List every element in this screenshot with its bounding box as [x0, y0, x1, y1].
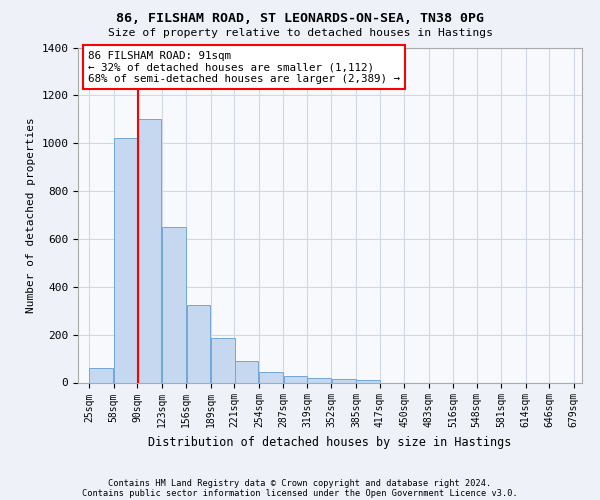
Bar: [332, 379, 356, 382]
Bar: [307, 378, 331, 382]
Bar: [162, 227, 186, 382]
Bar: [235, 361, 259, 382]
Bar: [137, 120, 161, 382]
Y-axis label: Number of detached properties: Number of detached properties: [26, 117, 36, 313]
Bar: [114, 138, 137, 382]
Text: 86, FILSHAM ROAD, ST LEONARDS-ON-SEA, TN38 0PG: 86, FILSHAM ROAD, ST LEONARDS-ON-SEA, TN…: [116, 12, 484, 26]
Text: Contains HM Land Registry data © Crown copyright and database right 2024.: Contains HM Land Registry data © Crown c…: [109, 478, 491, 488]
Bar: [284, 376, 307, 382]
Bar: [259, 372, 283, 382]
X-axis label: Distribution of detached houses by size in Hastings: Distribution of detached houses by size …: [148, 436, 512, 449]
Bar: [211, 338, 235, 382]
Bar: [356, 380, 380, 382]
Bar: [187, 304, 211, 382]
Text: 86 FILSHAM ROAD: 91sqm
← 32% of detached houses are smaller (1,112)
68% of semi-: 86 FILSHAM ROAD: 91sqm ← 32% of detached…: [88, 51, 400, 84]
Text: Size of property relative to detached houses in Hastings: Size of property relative to detached ho…: [107, 28, 493, 38]
Text: Contains public sector information licensed under the Open Government Licence v3: Contains public sector information licen…: [82, 489, 518, 498]
Bar: [89, 368, 113, 382]
